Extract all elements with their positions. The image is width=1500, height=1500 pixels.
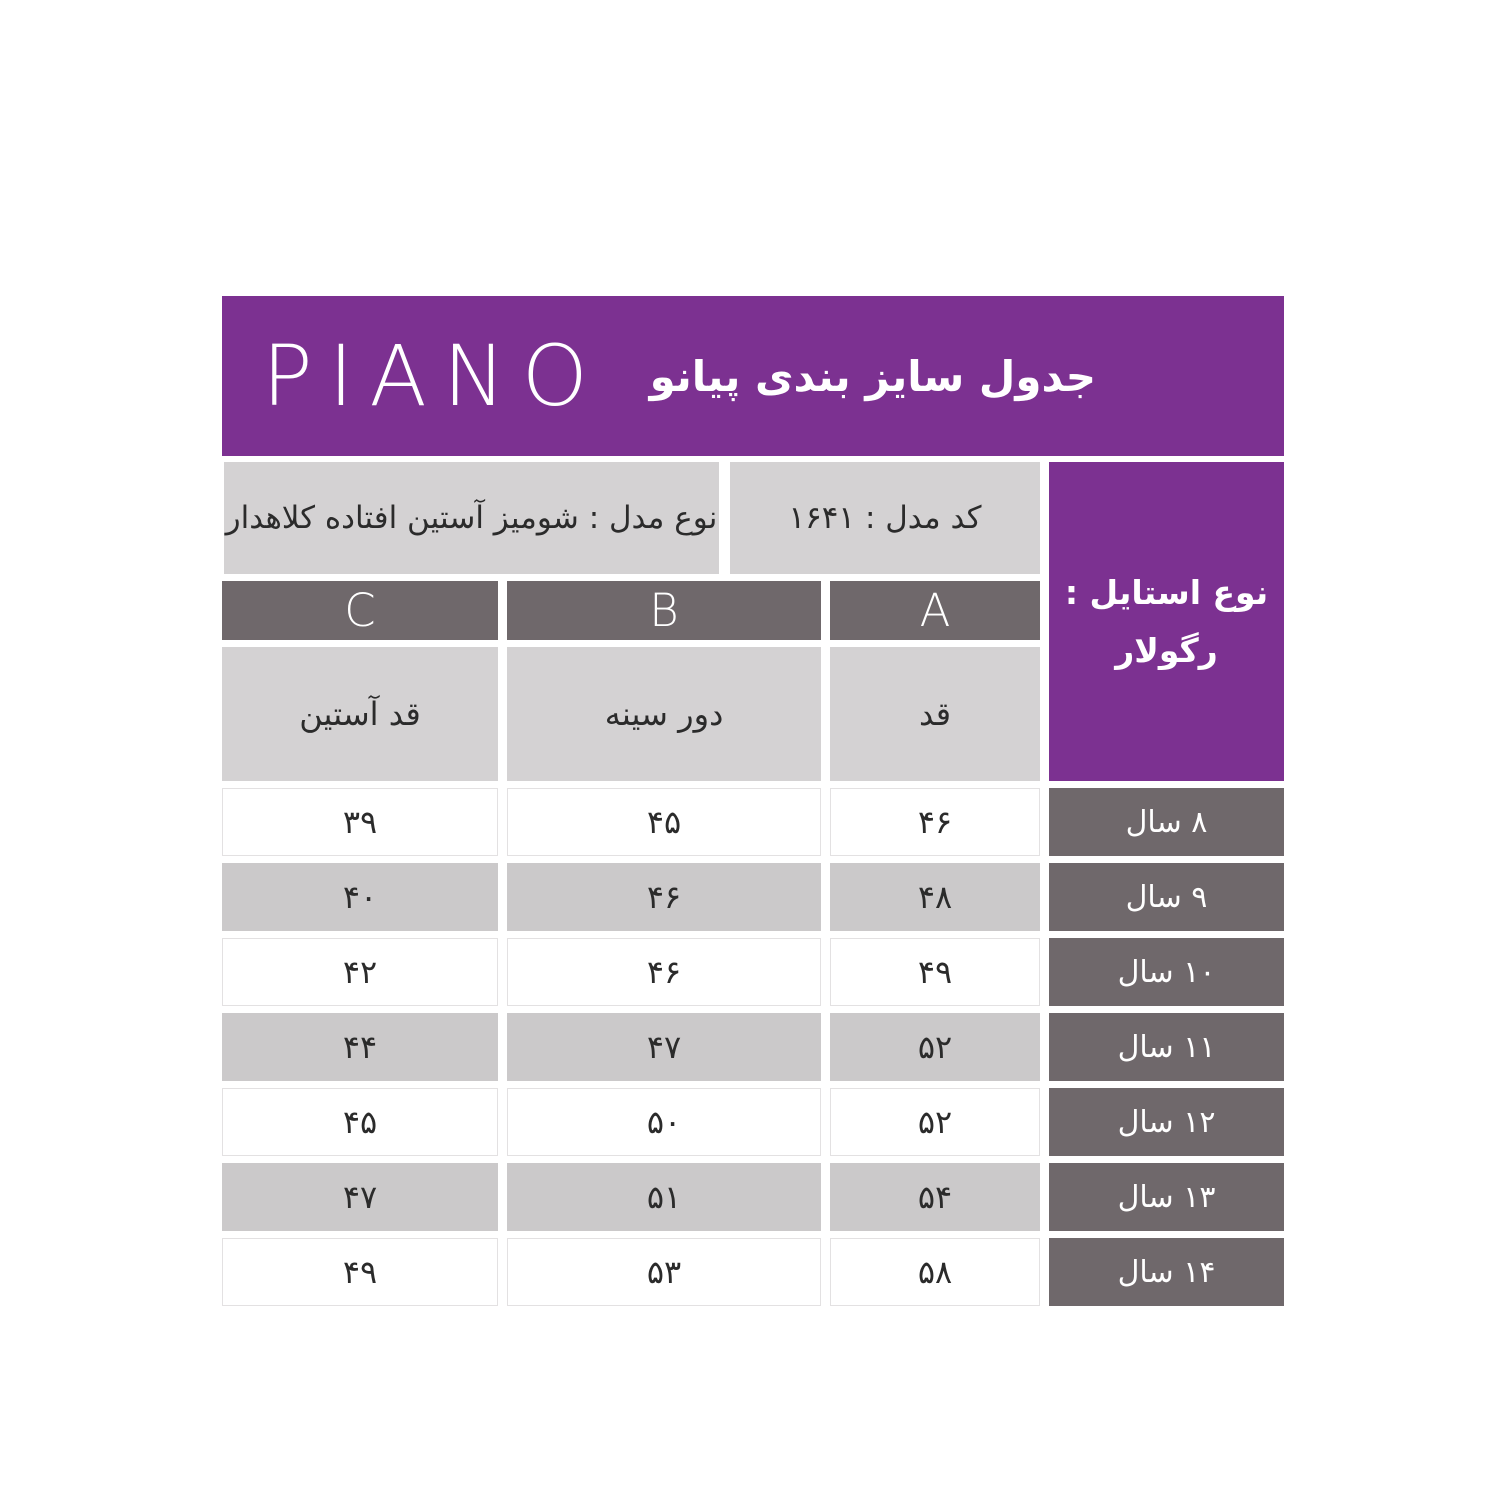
age-cell: ۱۲ سال bbox=[1049, 1088, 1284, 1156]
value-a-cell: ۵۲ bbox=[830, 1013, 1040, 1081]
value-a-cell: ۴۹ bbox=[830, 938, 1040, 1006]
brand-header-bar: PIANO جدول سایز بندی پیانو bbox=[222, 296, 1284, 456]
value-c-cell: ۴۲ bbox=[222, 938, 498, 1006]
value-b-cell: ۴۷ bbox=[507, 1013, 821, 1081]
style-type-cell: نوع استایل : رگولار bbox=[1049, 462, 1284, 781]
age-cell: ۱۴ سال bbox=[1049, 1238, 1284, 1306]
brand-logo: PIANO bbox=[262, 327, 604, 425]
age-cell: ۸ سال bbox=[1049, 788, 1284, 856]
measure-label-sleeve: قد آستین bbox=[222, 647, 498, 781]
value-c-cell: ۴۹ bbox=[222, 1238, 498, 1306]
column-header-b: B bbox=[507, 581, 821, 640]
value-a-cell: ۵۸ bbox=[830, 1238, 1040, 1306]
age-cell: ۱۳ سال bbox=[1049, 1163, 1284, 1231]
age-cell: ۹ سال bbox=[1049, 863, 1284, 931]
column-header-a: A bbox=[830, 581, 1040, 640]
value-c-cell: ۳۹ bbox=[222, 788, 498, 856]
value-b-cell: ۵۳ bbox=[507, 1238, 821, 1306]
size-chart-sheet: PIANO جدول سایز بندی پیانو نوع استایل : … bbox=[222, 296, 1284, 1306]
style-type-label: نوع استایل : bbox=[1064, 572, 1269, 612]
value-b-cell: ۵۰ bbox=[507, 1088, 821, 1156]
measure-label-chest: دور سینه bbox=[507, 647, 821, 781]
value-b-cell: ۴۶ bbox=[507, 863, 821, 931]
value-c-cell: ۴۷ bbox=[222, 1163, 498, 1231]
value-a-cell: ۵۲ bbox=[830, 1088, 1040, 1156]
page-title: جدول سایز بندی پیانو bbox=[649, 351, 1096, 401]
age-cell: ۱۰ سال bbox=[1049, 938, 1284, 1006]
value-a-cell: ۵۴ bbox=[830, 1163, 1040, 1231]
size-table: نوع استایل : رگولار کد مدل : ۱۶۴۱ نوع مد… bbox=[222, 462, 1284, 1306]
column-header-c: C bbox=[222, 581, 498, 640]
value-c-cell: ۴۴ bbox=[222, 1013, 498, 1081]
model-type-cell: نوع مدل : شومیز آستین افتاده کلاهدار bbox=[224, 462, 719, 574]
style-type-value: رگولار bbox=[1115, 630, 1218, 670]
model-code-cell: کد مدل : ۱۶۴۱ bbox=[730, 462, 1040, 574]
model-info-row: کد مدل : ۱۶۴۱ نوع مدل : شومیز آستین افتا… bbox=[222, 462, 1040, 574]
value-b-cell: ۵۱ bbox=[507, 1163, 821, 1231]
value-a-cell: ۴۸ bbox=[830, 863, 1040, 931]
value-a-cell: ۴۶ bbox=[830, 788, 1040, 856]
value-b-cell: ۴۵ bbox=[507, 788, 821, 856]
value-c-cell: ۴۵ bbox=[222, 1088, 498, 1156]
age-cell: ۱۱ سال bbox=[1049, 1013, 1284, 1081]
value-b-cell: ۴۶ bbox=[507, 938, 821, 1006]
value-c-cell: ۴۰ bbox=[222, 863, 498, 931]
measure-label-height: قد bbox=[830, 647, 1040, 781]
